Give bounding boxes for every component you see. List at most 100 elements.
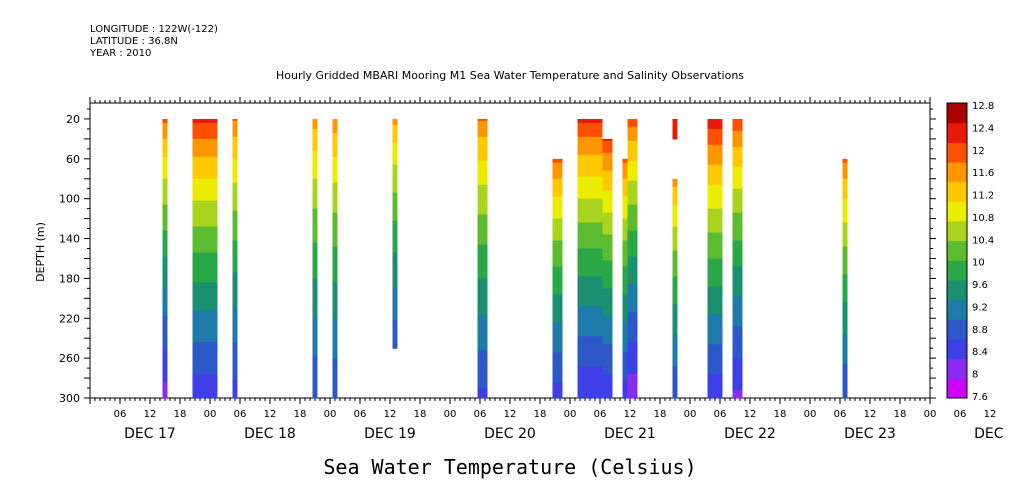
data-cell [312, 366, 318, 369]
data-cell [192, 250, 218, 254]
data-cell [577, 310, 603, 313]
data-cell [627, 138, 638, 142]
data-cell [477, 356, 488, 359]
data-cell [332, 326, 338, 329]
data-cell [622, 260, 628, 264]
data-cell [732, 394, 743, 397]
data-cell [312, 278, 318, 281]
data-cell [392, 236, 398, 240]
data-cell [672, 352, 678, 355]
data-cell [192, 380, 218, 383]
data-cell [707, 332, 723, 335]
data-cell [732, 288, 743, 291]
data-cell [577, 228, 603, 232]
data-cell [477, 340, 488, 343]
data-cell [672, 392, 678, 395]
data-cell [602, 332, 613, 335]
data-cell [232, 268, 238, 272]
data-cell [312, 262, 318, 266]
data-cell [392, 132, 398, 136]
data-cell [162, 338, 168, 341]
data-cell [192, 396, 218, 399]
colorbar-swatch [947, 358, 967, 379]
data-cell [552, 302, 563, 305]
data-cell [162, 372, 168, 375]
data-cell [312, 384, 318, 387]
data-cell [552, 276, 563, 279]
data-cell [672, 224, 678, 228]
data-cell [192, 232, 218, 236]
data-cell [192, 252, 218, 256]
data-cell [332, 334, 338, 337]
data-cell [622, 164, 628, 168]
data-cell [577, 136, 603, 140]
data-cell [842, 382, 848, 385]
data-cell [622, 376, 628, 379]
data-cell [477, 210, 488, 214]
data-cell [622, 352, 628, 355]
data-cell [192, 312, 218, 315]
data-cell [332, 348, 338, 351]
data-cell [332, 238, 338, 242]
data-cell [672, 236, 678, 240]
colorbar-swatch [947, 240, 967, 261]
data-cell [707, 178, 723, 182]
data-cell [162, 358, 168, 361]
data-cell [627, 262, 638, 266]
data-cell [312, 222, 318, 226]
data-cell [162, 180, 168, 184]
data-cell [552, 220, 563, 224]
data-cell [577, 172, 603, 176]
data-cell [332, 168, 338, 172]
data-cell [627, 204, 638, 208]
data-cell [707, 384, 723, 387]
data-cell [732, 354, 743, 357]
data-cell [577, 260, 603, 264]
data-cell [477, 328, 488, 331]
data-cell [672, 282, 678, 285]
data-cell [192, 234, 218, 238]
data-cell [477, 146, 488, 150]
data-cell [477, 140, 488, 144]
data-cell [707, 122, 723, 126]
data-cell [672, 278, 678, 281]
data-cell [192, 206, 218, 210]
data-cell [477, 134, 488, 138]
data-cell [552, 190, 563, 194]
data-cell [312, 228, 318, 232]
data-cell [707, 272, 723, 276]
data-cell [392, 258, 398, 262]
data-cell [577, 284, 603, 287]
data-cell [232, 300, 238, 303]
data-cell [192, 222, 218, 226]
data-cell [842, 198, 848, 202]
data-cell [627, 130, 638, 134]
data-cell [602, 350, 613, 353]
data-cell [392, 262, 398, 266]
x-tick-label: 12 [864, 409, 877, 420]
data-cell [707, 134, 723, 138]
data-cell [622, 266, 628, 270]
data-cell [732, 220, 743, 224]
data-cell [232, 146, 238, 150]
data-cell [392, 256, 398, 260]
data-cell [627, 298, 638, 301]
data-cell [332, 184, 338, 188]
data-cell [627, 384, 638, 387]
data-cell [552, 212, 563, 216]
data-cell [477, 190, 488, 194]
data-cell [842, 230, 848, 234]
data-cell [627, 358, 638, 361]
data-cell [627, 322, 638, 325]
data-cell [162, 292, 168, 295]
data-cell [192, 148, 218, 152]
data-cell [332, 316, 338, 319]
data-cell [232, 222, 238, 226]
data-cell [707, 314, 723, 317]
data-cell [192, 394, 218, 397]
data-cell [477, 394, 488, 397]
data-cell [192, 326, 218, 329]
data-cell [192, 190, 218, 194]
data-cell [627, 308, 638, 311]
data-cell [477, 310, 488, 313]
